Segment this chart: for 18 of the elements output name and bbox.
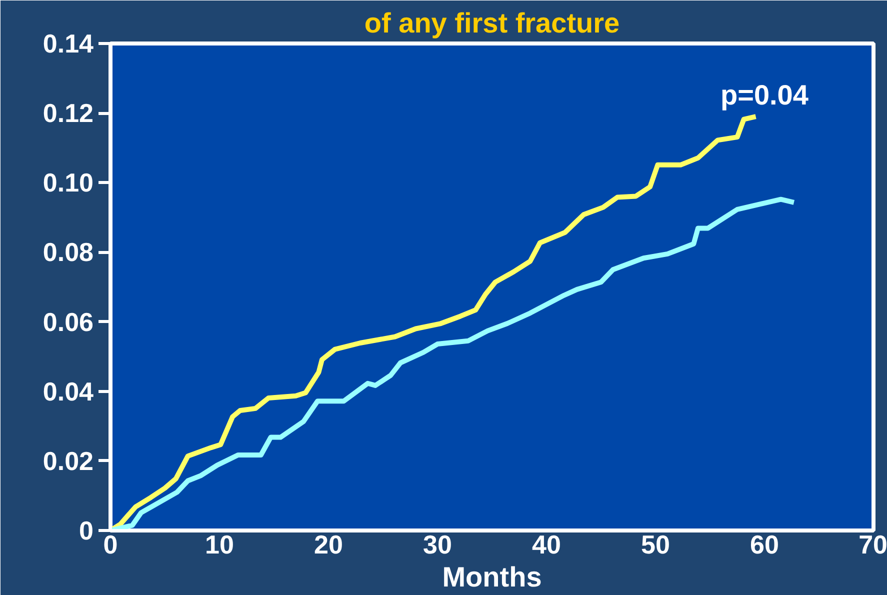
x-tick-label: 40 [532, 530, 561, 560]
y-tick-label: 0.08 [42, 237, 94, 268]
y-tick-label: 0.04 [42, 376, 94, 406]
y-tick-label: 0.02 [42, 446, 94, 476]
x-tick-label: 30 [423, 530, 452, 560]
y-tick-label: 0.06 [42, 306, 94, 337]
x-tick-label: 70 [858, 530, 887, 560]
y-tick-label: 0.14 [42, 28, 94, 58]
x-tick-label: 10 [205, 530, 234, 560]
y-tick-label: 0.10 [42, 168, 94, 198]
x-tick-label: 20 [314, 530, 343, 560]
x-tick-label: 60 [750, 530, 779, 560]
annotation: p=0.04 [720, 80, 809, 110]
x-tick-label: 50 [641, 530, 670, 560]
x-axis-title: Months [442, 562, 542, 592]
x-tick-label: 0 [103, 530, 118, 560]
y-tick-label: 0.12 [42, 98, 94, 128]
chart-title: of any first fracture [364, 8, 620, 38]
